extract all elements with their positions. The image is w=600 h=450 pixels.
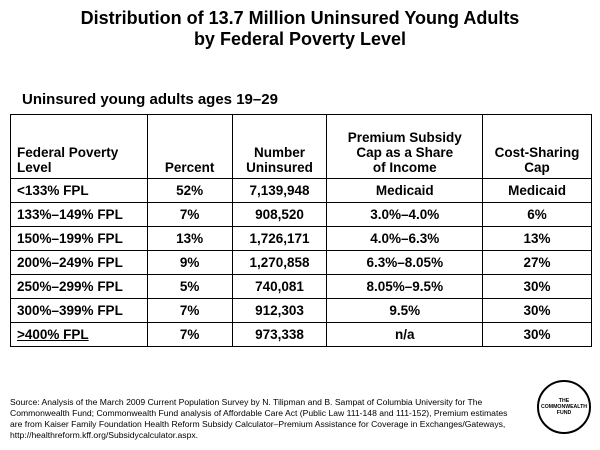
header-premium-line-3: of Income (372, 160, 437, 175)
table-row: 300%–399% FPL 7% 912,303 9.5% 30% (10, 298, 592, 323)
table-subtitle: Uninsured young adults ages 19–29 (22, 91, 278, 108)
table-row: <133% FPL 52% 7,139,948 Medicaid Medicai… (10, 178, 592, 203)
cell-cost-sharing: 30% (482, 274, 592, 299)
cell-cost-sharing: 6% (482, 202, 592, 227)
cell-fpl: 250%–299% FPL (10, 274, 148, 299)
cell-percent: 7% (146, 322, 233, 347)
source-note: Source: Analysis of the March 2009 Curre… (10, 397, 508, 440)
cell-cost-sharing: 27% (482, 250, 592, 275)
logo-line-1: THE (558, 398, 570, 404)
cell-number: 7,139,948 (231, 178, 328, 203)
cell-percent: 7% (146, 298, 233, 323)
cell-number: 740,081 (231, 274, 328, 299)
cell-percent: 13% (146, 226, 233, 251)
table-row: 200%–249% FPL 9% 1,270,858 6.3%–8.05% 27… (10, 250, 592, 275)
header-cost-line-1: Cost-Sharing (494, 145, 580, 160)
header-number-line-1: Number (254, 145, 306, 160)
cell-percent: 52% (146, 178, 233, 203)
cell-percent: 9% (146, 250, 233, 275)
cell-fpl: <133% FPL (10, 178, 148, 203)
header-premium-line-2: Cap as a Share (356, 145, 454, 160)
header-cost-sharing: Cost-Sharing Cap (482, 114, 592, 179)
cell-percent: 7% (146, 202, 233, 227)
cell-cost-sharing: Medicaid (482, 178, 592, 203)
cell-premium-cap: 3.0%–4.0% (326, 202, 484, 227)
logo-line-3: FUND (556, 410, 572, 416)
cell-number: 1,270,858 (231, 250, 328, 275)
header-number-line-2: Uninsured (246, 160, 313, 175)
header-number: Number Uninsured (231, 114, 328, 179)
header-premium-line-1: Premium Subsidy (347, 130, 462, 145)
commonwealth-fund-logo: THE COMMONWEALTH FUND (537, 380, 591, 434)
header-row: Federal Poverty Level Percent Number Uni… (10, 114, 592, 179)
cell-fpl: 200%–249% FPL (10, 250, 148, 275)
header-fpl-line-1: Federal Poverty (17, 145, 119, 160)
table-row: 150%–199% FPL 13% 1,726,171 4.0%–6.3% 13… (10, 226, 592, 251)
cell-number: 1,726,171 (231, 226, 328, 251)
cell-fpl: 300%–399% FPL (10, 298, 148, 323)
title-line-2: by Federal Poverty Level (193, 29, 407, 49)
header-percent-line-1: Percent (164, 160, 215, 175)
cell-fpl: 150%–199% FPL (10, 226, 148, 251)
cell-premium-cap: 6.3%–8.05% (326, 250, 484, 275)
fpl-table: Federal Poverty Level Percent Number Uni… (10, 114, 592, 347)
cell-premium-cap: 4.0%–6.3% (326, 226, 484, 251)
cell-number: 973,338 (231, 322, 328, 347)
cell-cost-sharing: 30% (482, 322, 592, 347)
logo-line-2: COMMONWEALTH (540, 404, 587, 410)
header-fpl-line-2: Level (17, 160, 52, 175)
cell-fpl: >400% FPL (10, 322, 148, 347)
cell-cost-sharing: 30% (482, 298, 592, 323)
cell-premium-cap: Medicaid (326, 178, 484, 203)
header-premium-cap: Premium Subsidy Cap as a Share of Income (326, 114, 484, 179)
cell-premium-cap: 9.5% (326, 298, 484, 323)
cell-number: 908,520 (231, 202, 328, 227)
table-row: 250%–299% FPL 5% 740,081 8.05%–9.5% 30% (10, 274, 592, 299)
header-cost-line-2: Cap (524, 160, 550, 175)
header-fpl: Federal Poverty Level (10, 114, 148, 179)
title-line-1: Distribution of 13.7 Million Uninsured Y… (80, 8, 520, 28)
header-percent: Percent (146, 114, 233, 179)
cell-fpl: 133%–149% FPL (10, 202, 148, 227)
cell-cost-sharing: 13% (482, 226, 592, 251)
cell-premium-cap: n/a (326, 322, 484, 347)
slide-title: Distribution of 13.7 Million Uninsured Y… (0, 8, 600, 50)
table-row: >400% FPL 7% 973,338 n/a 30% (10, 322, 592, 347)
cell-percent: 5% (146, 274, 233, 299)
cell-premium-cap: 8.05%–9.5% (326, 274, 484, 299)
cell-number: 912,303 (231, 298, 328, 323)
table-row: 133%–149% FPL 7% 908,520 3.0%–4.0% 6% (10, 202, 592, 227)
